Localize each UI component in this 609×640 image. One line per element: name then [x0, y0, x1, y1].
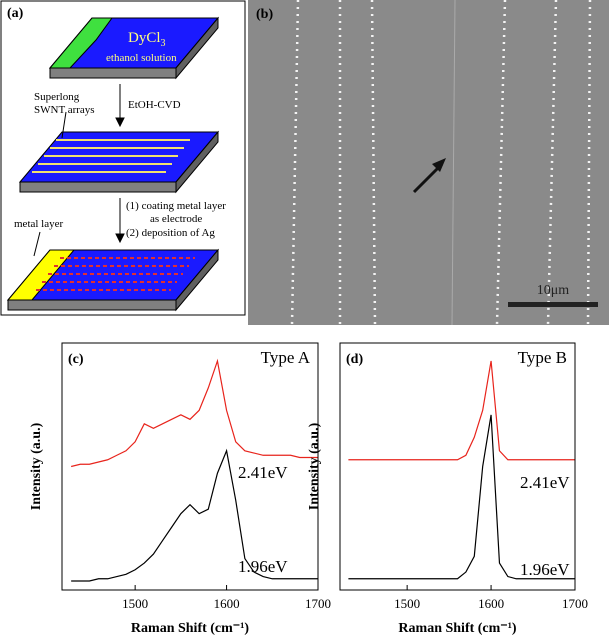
plot-frame	[61, 342, 319, 591]
arrays: SWNT arrays	[34, 104, 95, 116]
panel-label: (d)	[346, 352, 363, 367]
step: (2) deposition of Ag	[126, 227, 215, 239]
y-axis-label: Intensity (a.u.)	[307, 422, 322, 510]
substrate-side	[175, 248, 219, 312]
plot-frame	[339, 342, 576, 591]
catalyst	[48, 17, 113, 69]
panel-label: (b)	[256, 7, 273, 22]
step: as electrode	[150, 213, 202, 225]
sem-image	[248, 0, 609, 325]
x-axis-label: Raman Shift (cm⁻¹)	[398, 621, 516, 636]
x-tick-label: 1700	[305, 596, 331, 611]
arrows	[33, 84, 125, 257]
x-tick-label: 1600	[478, 596, 504, 611]
solution: ethanol solution	[106, 52, 177, 64]
x-tick-label: 1600	[214, 596, 240, 611]
spectrum	[348, 414, 575, 580]
chart-title: Type B	[518, 348, 567, 367]
series-label: 1.96eV	[238, 557, 288, 576]
panel-label: (a)	[7, 6, 24, 21]
chemical: DyCl	[128, 30, 161, 46]
scale-bar	[508, 302, 598, 307]
panel-a: (a) DyCl3 ethanol solution EtOH-CVD Supe…	[0, 0, 246, 316]
metal-layer	[6, 249, 76, 301]
arrow-head	[432, 158, 446, 172]
panel-label: (c)	[68, 352, 84, 367]
x-tick-label: 1500	[122, 596, 148, 611]
arrays: Superlong	[34, 91, 80, 103]
chart-title: Type A	[261, 348, 311, 367]
x-tick-label: 1700	[562, 596, 588, 611]
sem-tube	[451, 0, 456, 326]
spectrum	[348, 360, 575, 461]
substrate-side	[175, 130, 219, 194]
substrate-side	[19, 181, 177, 193]
substrate-side	[49, 67, 177, 79]
ag-nanotubes	[36, 257, 195, 291]
x-tick-label: 1500	[394, 596, 420, 611]
step: EtOH-CVD	[128, 99, 181, 111]
x-axis-label: Raman Shift (cm⁻¹)	[131, 621, 249, 636]
substrate-side	[7, 299, 177, 311]
scale-label: 10μm	[537, 283, 570, 298]
series-label: 2.41eV	[238, 463, 288, 482]
spectrum	[71, 448, 318, 582]
series-label: 2.41eV	[520, 473, 570, 492]
substrate-side	[175, 16, 219, 80]
chemical-sub: 3	[161, 38, 166, 49]
nanotubes	[32, 139, 190, 173]
series-label: 1.96eV	[520, 560, 570, 579]
metal-label: metal layer	[14, 218, 64, 230]
y-axis-label: Intensity (a.u.)	[29, 422, 44, 510]
step: (1) coating metal layer	[126, 200, 226, 212]
chemical: DyCl3	[128, 30, 166, 49]
panel-b: 10μm (b)	[248, 0, 609, 326]
spectrum	[70, 358, 318, 468]
sem-tubes	[290, 0, 592, 326]
